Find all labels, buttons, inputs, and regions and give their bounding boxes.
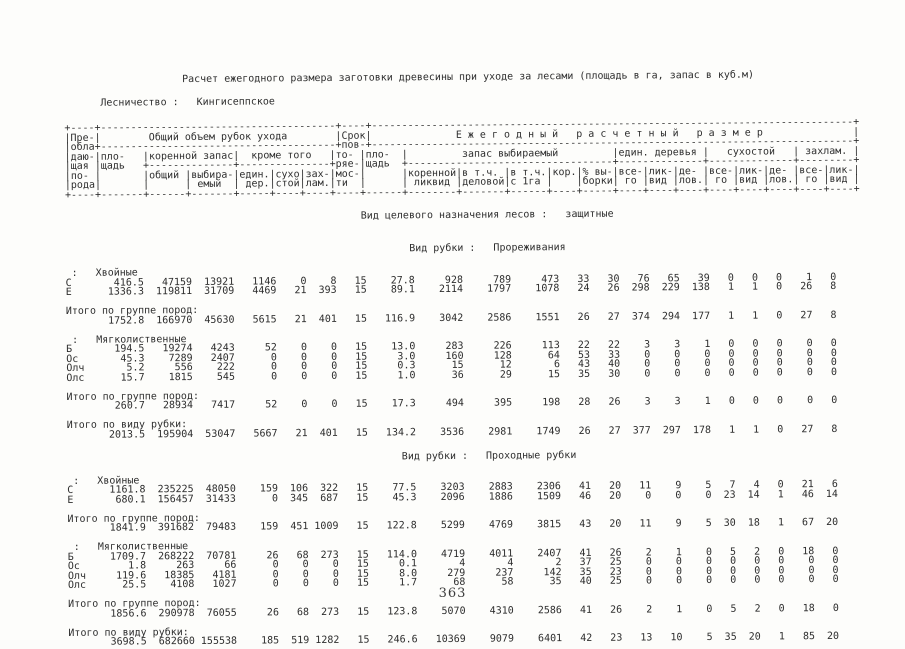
table-header-grid: +----+----------------------------------…	[64, 118, 873, 200]
forestry-line: Лесничество : Кингисеппское	[64, 83, 872, 118]
table-rows-thinning: : Хвойные С 416.5 47159 13921 1146 0 8 1…	[66, 263, 875, 440]
forestry-name: Кингисеппское	[197, 96, 275, 108]
forestry-report: Расчет ежегодного размера заготовки древ…	[64, 70, 876, 649]
purpose-label: Вид целевого назначения лесов :	[361, 209, 548, 221]
cutting-type-line-passage: Вид рубки : Проходные рубки	[67, 439, 875, 474]
cutting-type-label: Вид рубки :	[402, 450, 468, 462]
table-rows-passage: : Хвойные С 1161.8 235225 48050 159 106 …	[67, 470, 876, 647]
page-number: 363	[0, 586, 905, 601]
cutting-type-label: Вид рубки :	[409, 243, 475, 255]
purpose-line: Вид целевого назначения лесов : защитные	[65, 198, 873, 233]
forestry-label: Лесничество :	[100, 97, 178, 109]
purpose-value: защитные	[565, 208, 613, 219]
cutting-type-value: Проходные рубки	[486, 449, 576, 461]
cutting-type-value: Прореживания	[493, 242, 565, 254]
cutting-type-line-thinning: Вид рубки : Прореживания	[65, 231, 873, 266]
